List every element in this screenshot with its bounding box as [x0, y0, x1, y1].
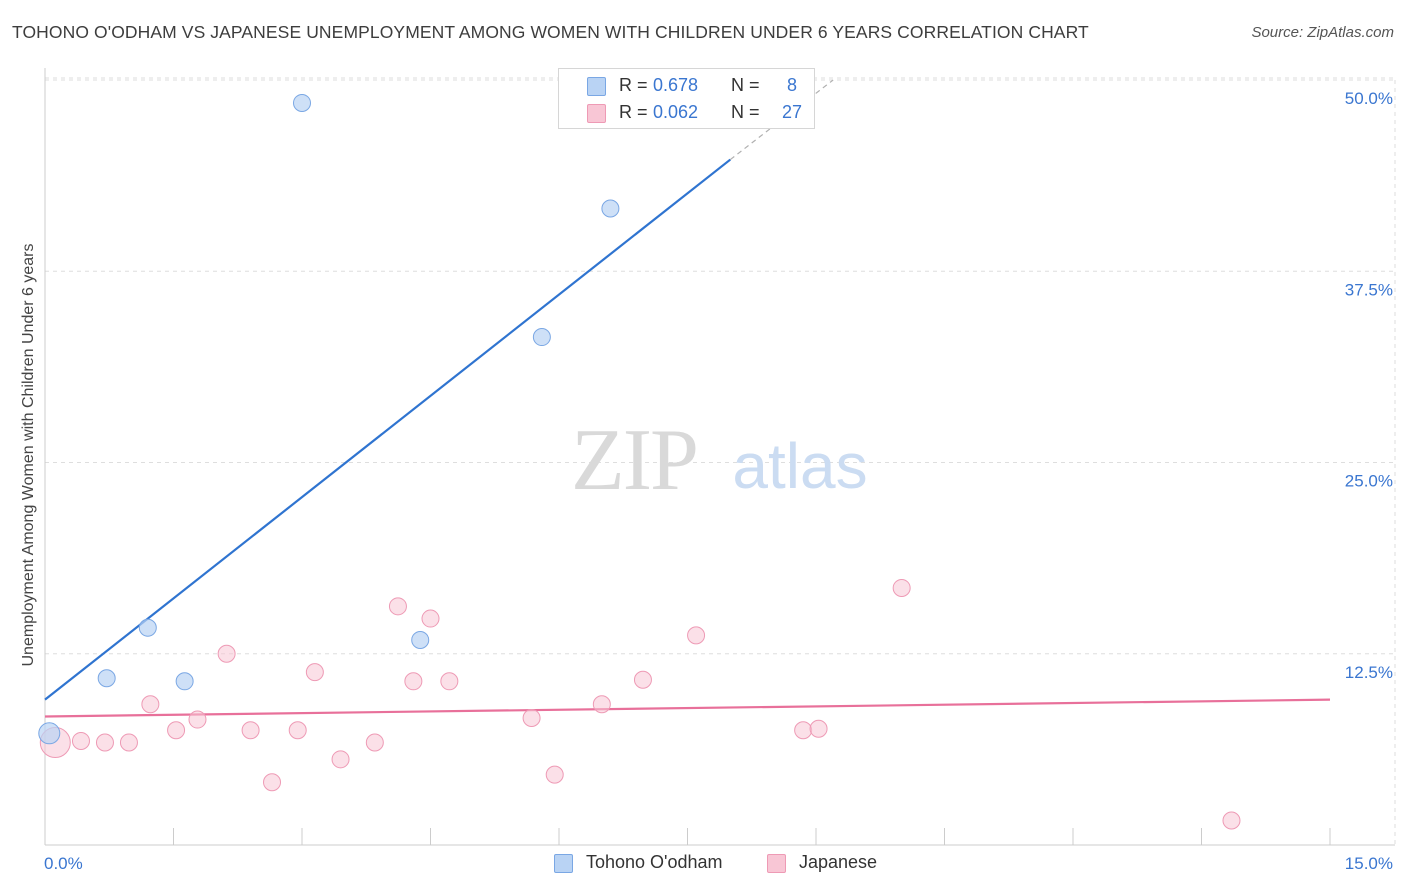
chart-title: TOHONO O'ODHAM VS JAPANESE UNEMPLOYMENT …	[12, 22, 1089, 42]
legend-r-value: 0.062	[653, 102, 699, 122]
trend-lines	[44, 79, 1331, 718]
point-japanese	[809, 719, 828, 738]
point-japanese	[188, 710, 207, 729]
point-japanese	[365, 733, 384, 752]
point-tohono	[601, 199, 620, 218]
watermark-atlas: atlas	[732, 430, 867, 502]
watermark-zip: ZIP	[571, 412, 697, 509]
x-tick-label: 15.0%	[1345, 854, 1393, 873]
legend-n-label: N =	[731, 75, 760, 95]
watermark: ZIP atlas	[571, 412, 868, 509]
point-japanese	[404, 672, 423, 691]
legend-item-label: Tohono O'odham	[586, 852, 723, 872]
y-tick-label: 50.0%	[1345, 89, 1393, 108]
legend-swatch-blue	[587, 77, 606, 96]
point-japanese	[1222, 811, 1241, 830]
point-japanese	[288, 721, 307, 740]
legend-swatch-pink	[767, 854, 786, 873]
point-tohono	[532, 328, 551, 347]
y-axis-label: Unemployment Among Women with Children U…	[20, 243, 37, 667]
point-japanese	[71, 731, 90, 750]
point-japanese	[633, 670, 652, 689]
point-japanese	[440, 672, 459, 691]
point-japanese	[421, 609, 440, 628]
axes	[44, 68, 1395, 846]
data-points	[38, 93, 1241, 830]
legend-n-value: 8	[786, 75, 797, 95]
legend-n-value: 27	[781, 102, 803, 122]
point-tohono	[38, 722, 61, 745]
point-japanese	[141, 695, 160, 714]
x-tick-label: 0.0%	[44, 854, 83, 873]
point-tohono	[411, 630, 430, 649]
point-tohono	[138, 618, 157, 637]
point-tohono	[293, 93, 311, 112]
trend-line-tohono	[44, 158, 732, 701]
point-japanese	[331, 750, 350, 769]
point-japanese	[167, 721, 186, 740]
y-tick-label: 37.5%	[1345, 280, 1393, 299]
point-japanese	[388, 597, 407, 616]
tick-labels: 12.5% 25.0% 37.5% 50.0% 0.0% 15.0%	[44, 89, 1393, 873]
point-japanese	[95, 733, 114, 752]
legend-item-label: Japanese	[799, 852, 878, 872]
legend-n-label: N =	[731, 102, 760, 122]
point-japanese	[217, 644, 236, 663]
point-japanese	[892, 578, 911, 597]
point-japanese	[794, 721, 813, 740]
legend-r-value: 0.678	[653, 75, 699, 95]
point-japanese	[592, 695, 611, 714]
point-japanese	[687, 626, 706, 645]
point-japanese	[522, 709, 541, 728]
point-tohono	[97, 669, 116, 688]
legend-swatch-pink	[587, 104, 606, 123]
y-tick-label: 25.0%	[1345, 472, 1393, 491]
point-japanese	[241, 721, 260, 740]
legend-r-label: R =	[619, 75, 648, 95]
series-legend: Tohono O'odham Japanese	[0, 852, 1406, 878]
point-japanese	[305, 663, 324, 682]
legend-swatch-blue	[554, 854, 573, 873]
source-label: Source: ZipAtlas.com	[1251, 24, 1394, 41]
y-tick-label: 12.5%	[1345, 663, 1393, 682]
stats-legend: R = 0.678 N = 8 R = 0.062 N = 27	[558, 68, 815, 129]
point-japanese	[545, 765, 564, 784]
point-japanese	[263, 773, 282, 792]
legend-r-label: R =	[619, 102, 648, 122]
point-tohono	[175, 672, 194, 691]
point-japanese	[119, 733, 138, 752]
trend-line-japanese	[44, 698, 1331, 718]
